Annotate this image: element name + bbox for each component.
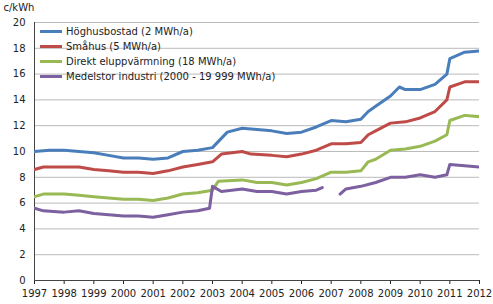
html-text:Medelstor industri (2000 - 19: Medelstor industri (2000 - 19 999 MWh/a) — [66, 71, 276, 82]
svg-text:2010: 2010 — [407, 288, 432, 299]
svg-text:0: 0 — [19, 275, 25, 286]
svg-text:c/kWh: c/kWh — [4, 2, 35, 13]
svg-text:2005: 2005 — [259, 288, 284, 299]
svg-text:2: 2 — [19, 249, 25, 260]
svg-text:4: 4 — [19, 223, 25, 234]
svg-text:10: 10 — [13, 146, 26, 157]
svg-text:2003: 2003 — [200, 288, 225, 299]
svg-text:2011: 2011 — [437, 288, 462, 299]
svg-text:2007: 2007 — [318, 288, 343, 299]
svg-text:18: 18 — [13, 43, 26, 54]
svg-text:2001: 2001 — [140, 288, 165, 299]
svg-text:20: 20 — [13, 17, 26, 28]
svg-text:2006: 2006 — [289, 288, 314, 299]
html-text:Höghusbostad (2 MWh/a): Höghusbostad (2 MWh/a) — [66, 26, 193, 37]
svg-text:16: 16 — [13, 68, 26, 79]
svg-text:2002: 2002 — [170, 288, 195, 299]
svg-text:2009: 2009 — [378, 288, 403, 299]
svg-text:2004: 2004 — [229, 288, 254, 299]
svg-text:2012: 2012 — [467, 288, 492, 299]
svg-text:2008: 2008 — [348, 288, 373, 299]
html-text:Direkt eluppvärmning (18 MWh/a: Direkt eluppvärmning (18 MWh/a) — [66, 56, 237, 67]
svg-text:1997: 1997 — [22, 288, 47, 299]
svg-text:1999: 1999 — [81, 288, 106, 299]
svg-text:1998: 1998 — [51, 288, 76, 299]
svg-text:6: 6 — [19, 197, 25, 208]
svg-text:12: 12 — [13, 120, 26, 131]
svg-text:8: 8 — [19, 172, 25, 183]
svg-text:14: 14 — [13, 94, 26, 105]
svg-text:2000: 2000 — [111, 288, 136, 299]
html-text:Småhus (5 MWh/a): Småhus (5 MWh/a) — [66, 41, 161, 52]
